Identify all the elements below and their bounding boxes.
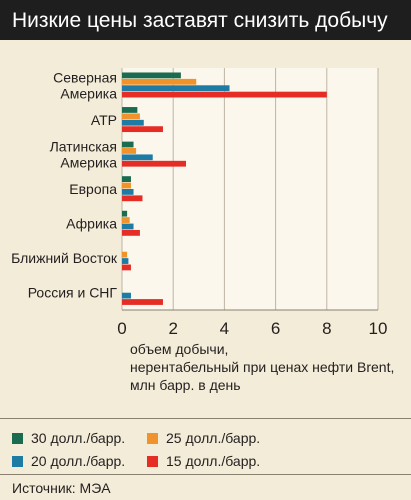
source-note: Источник: МЭА [12, 480, 111, 496]
bar [122, 292, 131, 299]
x-axis-label-line: млн барр. в день [130, 377, 241, 393]
legend-item: 30 долл./барр. [12, 430, 125, 446]
bar [122, 182, 131, 189]
bar [122, 189, 134, 195]
bar [122, 154, 153, 161]
x-axis-label-line: объем добычи, [130, 341, 229, 357]
bar [122, 229, 140, 236]
x-tick-label: 0 [117, 319, 126, 338]
bar-chart: 0 2 4 6 8 10 Северная Америка АТР Латинская Америк… [11, 68, 388, 338]
legend-swatch [147, 432, 158, 444]
category-label: Европа [69, 181, 117, 197]
bar [122, 251, 128, 258]
x-axis-label: объем добычи, нерентабельный при ценах н… [130, 340, 400, 394]
bar [122, 223, 134, 230]
bar [122, 78, 197, 85]
bar [122, 113, 140, 120]
legend-item: 25 долл./барр. [147, 430, 260, 446]
bar [122, 126, 163, 133]
bar [122, 217, 130, 223]
bar [122, 264, 131, 271]
legend-swatch [12, 432, 23, 444]
bar [122, 210, 128, 217]
source-divider [0, 474, 411, 475]
bar [122, 141, 134, 148]
bar [122, 119, 144, 126]
bar [122, 85, 230, 92]
bar [122, 195, 143, 202]
legend-swatch [147, 455, 158, 467]
title-bar: Низкие цены заставят снизить добычу [0, 0, 411, 40]
chart-title: Низкие цены заставят снизить добычу [12, 9, 388, 32]
bar [122, 299, 163, 305]
legend-label: 15 долл./барр. [166, 453, 261, 469]
bar [122, 107, 138, 113]
x-tick-label: 4 [220, 319, 229, 338]
category-label: Латинская Америка [50, 138, 118, 170]
bar [122, 160, 186, 167]
legend-divider [0, 418, 411, 419]
bar [122, 148, 137, 154]
category-label: Северная Америка [53, 69, 117, 101]
legend-label: 20 долл./барр. [31, 453, 126, 469]
x-tick-label: 6 [271, 319, 280, 338]
plot-area [122, 68, 378, 310]
bar [122, 91, 327, 98]
x-tick-label: 8 [322, 319, 331, 338]
legend-label: 30 долл./барр. [31, 430, 126, 446]
legend-swatch [12, 455, 23, 467]
legend-item: 15 долл./барр. [147, 453, 260, 469]
x-tick-label: 10 [369, 319, 388, 338]
x-tick-label: 2 [168, 319, 177, 338]
bar [122, 258, 129, 264]
category-label: АТР [91, 112, 117, 128]
category-label: Россия и СНГ [28, 285, 118, 301]
category-label: Африка [66, 216, 117, 232]
legend-item: 20 долл./барр. [12, 453, 125, 469]
legend-label: 25 долл./барр. [166, 430, 261, 446]
bar [122, 176, 131, 182]
bar [122, 72, 181, 79]
category-label: Ближний Восток [11, 250, 118, 266]
x-axis-label-line: нерентабельный при ценах нефти Brent, [130, 359, 395, 375]
